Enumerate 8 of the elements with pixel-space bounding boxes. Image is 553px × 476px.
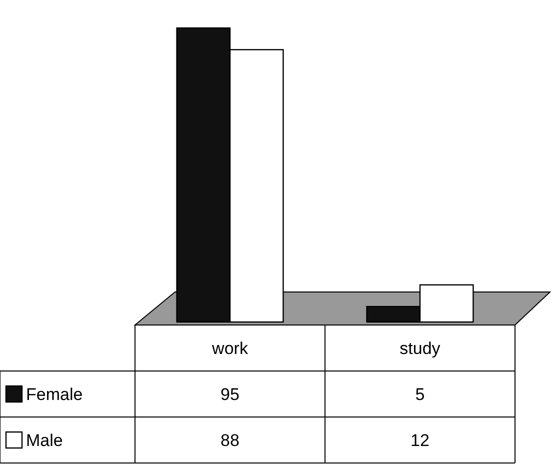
data-label: 5 [415,385,425,404]
data-label: 12 [410,431,430,450]
legend-label: Female [26,385,83,404]
x-tick-label: work [211,339,248,358]
data-label: 95 [220,385,240,404]
x-tick-label: study [400,339,441,358]
data-label: 88 [220,431,240,450]
legend-label: Male [26,431,63,450]
